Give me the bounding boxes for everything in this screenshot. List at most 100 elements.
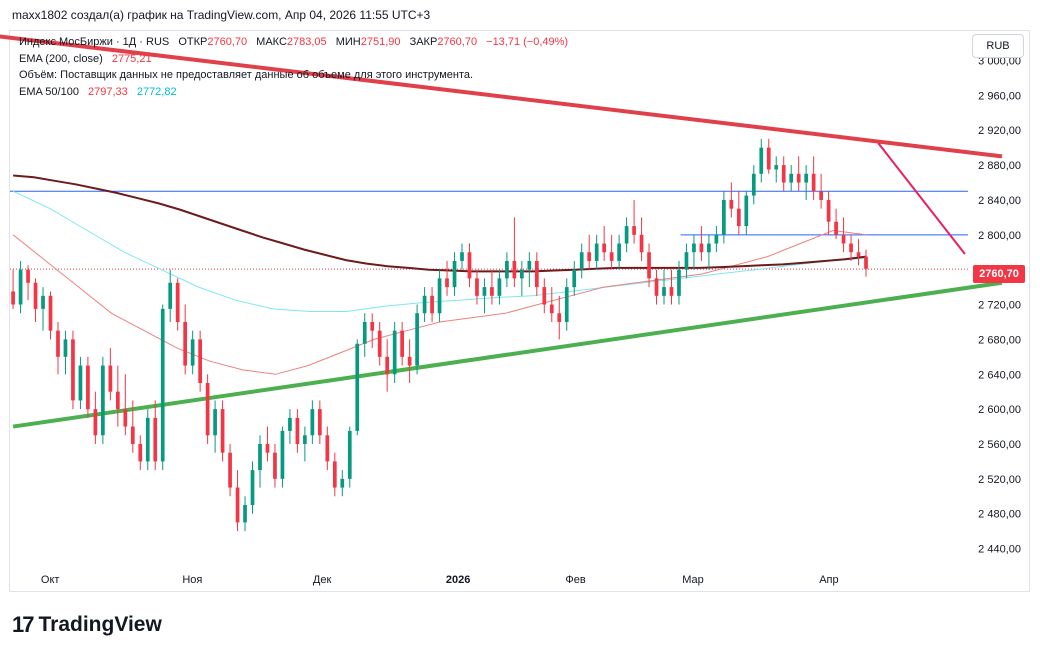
candle-body [834,221,838,235]
candle-body [347,430,352,479]
candle-body [71,339,75,401]
ema50-line [12,229,867,375]
x-tick-label: Ноя [182,574,202,586]
candle-body [430,295,434,314]
candle-body [639,234,644,253]
y-tick-label: 2 920,00 [978,125,1021,137]
y-tick-label: 2 680,00 [978,334,1021,346]
legend-open-label: ОТКР [178,36,208,48]
legend-ohlc-row: Индекс МосБиржи · 1Д · RUS ОТКР2760,70 М… [19,34,568,51]
x-tick-label: Дек [313,574,332,586]
y-tick-label: 2 520,00 [978,474,1021,486]
candle-body [856,252,861,257]
candle-body [325,435,330,462]
candle-body [93,409,98,436]
legend-symbol[interactable]: Индекс МосБиржи · 1Д · RUS [19,36,170,48]
candle-body [220,409,225,453]
candle-body [145,417,150,462]
candle-body [377,330,382,357]
candle-body [654,278,659,296]
x-tick-label: Мар [682,574,704,586]
candle-body [78,365,83,401]
candle-body [437,278,442,314]
candle-body [280,430,285,479]
candle-body [505,260,509,279]
candle-body [475,278,479,296]
candle-body [190,339,195,366]
candle-body [362,321,367,344]
candle-body [407,356,412,366]
resistance-trend-line [0,34,1003,159]
candle-body [766,147,771,170]
y-tick-label: 2 640,00 [978,369,1021,381]
y-tick-label: 2 600,00 [978,404,1021,416]
x-tick-label: Окт [41,574,60,586]
candle-body [849,243,853,253]
x-tick-label: Фев [565,574,585,586]
candle-body [56,330,60,357]
candle-body [250,470,255,505]
candle-body [130,426,135,444]
legend-change: −13,71 (−0,49%) [486,36,569,48]
candle-body [33,282,38,309]
candle-body [796,173,801,183]
y-tick-label: 2 720,00 [978,300,1021,312]
legend-ema200-row[interactable]: EMA (200, close) 2775,21 [19,51,568,68]
candle-body [108,365,113,392]
chart-caption: maxx1802 создал(а) график на TradingView… [12,8,431,22]
candle-body [317,409,322,436]
candle-body [467,252,472,279]
candle-body [445,278,449,288]
last-price-badge: 2760,70 [973,265,1025,283]
candle-body [153,417,158,462]
legend-volume-row[interactable]: Объём: Поставщик данных не предоставляет… [19,67,568,84]
candle-body [26,269,30,283]
candle-body [707,243,711,253]
candle-body [557,313,562,322]
candle-body [175,282,180,322]
y-tick-label: 2 840,00 [978,195,1021,207]
candle-body [729,199,734,209]
legend-ema200-label: EMA (200, close) [19,52,103,65]
candle-body [213,409,217,436]
candle-body [512,260,517,279]
legend-ema50100-label: EMA 50/100 [19,85,79,98]
candle-body [632,226,636,235]
candle-body [677,269,681,296]
candle-body [288,417,292,431]
candle-body [542,287,547,305]
candle-body [864,256,868,269]
candle-body [490,287,494,296]
candle-body [744,195,749,227]
candle-body [452,260,457,288]
tradingview-logo-icon: 17 [12,612,35,637]
y-tick-label: 2 880,00 [978,160,1021,172]
candle-body [819,191,823,200]
candle-body [520,269,524,279]
candle-body [228,452,232,488]
candle-body [205,382,210,436]
candle-body [138,443,143,462]
candle-body [692,243,696,253]
candle-body [662,287,666,296]
chart-legend: Индекс МосБиржи · 1Д · RUS ОТКР2760,70 М… [19,34,568,100]
candle-body [460,252,464,261]
legend-ema50100-row[interactable]: EMA 50/100 2797,33 2772,82 [19,84,568,101]
tradingview-logo[interactable]: 17 TradingView [12,612,162,638]
candle-body [123,409,128,427]
legend-low-label: МИН [335,36,361,48]
legend-ema200-value: 2775,21 [111,52,152,65]
candle-body [759,147,764,174]
candle-body [340,478,345,488]
candle-body [41,295,45,309]
candle-body [392,330,397,375]
candle-body [482,287,487,296]
candle-body [624,226,629,244]
candle-body [265,443,270,453]
candle-body [273,452,277,479]
currency-button[interactable]: RUB [972,34,1024,58]
candle-body [564,287,569,322]
candle-body [400,330,404,357]
candle-body [48,295,53,331]
